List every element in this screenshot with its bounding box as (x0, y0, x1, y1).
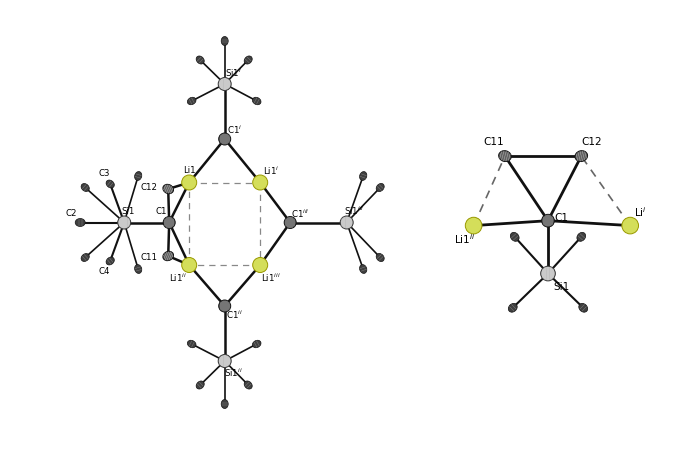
Ellipse shape (253, 257, 268, 273)
Ellipse shape (106, 180, 114, 188)
Text: C11: C11 (484, 137, 504, 148)
Text: C2: C2 (66, 209, 77, 218)
Ellipse shape (196, 381, 204, 389)
Ellipse shape (188, 340, 196, 348)
Text: C1$^{ii}$: C1$^{ii}$ (226, 309, 243, 321)
Ellipse shape (182, 257, 197, 273)
Text: Li1: Li1 (183, 166, 195, 175)
Ellipse shape (163, 216, 175, 229)
Text: Li1$^{ii}$: Li1$^{ii}$ (454, 232, 475, 246)
Ellipse shape (376, 184, 384, 192)
Ellipse shape (118, 216, 131, 229)
Ellipse shape (188, 97, 196, 105)
Text: Si1$^i$: Si1$^i$ (225, 67, 242, 79)
Ellipse shape (622, 217, 638, 234)
Ellipse shape (106, 257, 114, 265)
Ellipse shape (579, 303, 588, 312)
Text: Li1$^i$: Li1$^i$ (263, 164, 279, 177)
Ellipse shape (196, 56, 204, 64)
Ellipse shape (135, 171, 142, 180)
Ellipse shape (253, 175, 268, 190)
Text: Li1$^{iii}$: Li1$^{iii}$ (261, 272, 281, 284)
Ellipse shape (542, 214, 554, 227)
Ellipse shape (219, 133, 231, 145)
Ellipse shape (540, 266, 556, 281)
Ellipse shape (465, 217, 482, 234)
Ellipse shape (284, 216, 296, 229)
Ellipse shape (499, 151, 511, 162)
Text: C11: C11 (140, 252, 157, 261)
Ellipse shape (508, 303, 517, 312)
Text: C1: C1 (155, 207, 166, 216)
Ellipse shape (219, 300, 231, 312)
Ellipse shape (163, 184, 173, 194)
Ellipse shape (244, 56, 252, 64)
Ellipse shape (182, 175, 197, 190)
Ellipse shape (219, 355, 232, 368)
Ellipse shape (219, 77, 232, 90)
Text: Li$^i$: Li$^i$ (634, 205, 647, 219)
Ellipse shape (135, 265, 142, 274)
Text: Li1$^{ii}$: Li1$^{ii}$ (169, 272, 187, 284)
Ellipse shape (376, 253, 384, 261)
Text: C4: C4 (99, 266, 110, 275)
Ellipse shape (244, 381, 252, 389)
Ellipse shape (221, 400, 228, 409)
Text: C12: C12 (582, 137, 602, 148)
Text: C1$^{iii}$: C1$^{iii}$ (291, 207, 310, 220)
Ellipse shape (575, 151, 588, 162)
Ellipse shape (81, 184, 89, 192)
Ellipse shape (360, 171, 367, 180)
Text: C3: C3 (99, 170, 110, 179)
Ellipse shape (510, 232, 519, 241)
Ellipse shape (81, 253, 89, 261)
Text: C1$^i$: C1$^i$ (227, 124, 242, 136)
Text: Si1: Si1 (553, 282, 570, 292)
Text: C12: C12 (140, 184, 157, 193)
Ellipse shape (360, 265, 367, 274)
Text: Si1$^{iii}$: Si1$^{iii}$ (344, 204, 364, 217)
Ellipse shape (75, 219, 85, 226)
Ellipse shape (252, 97, 261, 105)
Ellipse shape (340, 216, 353, 229)
Ellipse shape (577, 232, 586, 241)
Text: C1: C1 (555, 213, 569, 223)
Ellipse shape (252, 340, 261, 348)
Ellipse shape (163, 251, 173, 261)
Ellipse shape (221, 36, 228, 45)
Text: Si1: Si1 (121, 207, 135, 216)
Text: Si1$^{ii}$: Si1$^{ii}$ (224, 367, 243, 379)
